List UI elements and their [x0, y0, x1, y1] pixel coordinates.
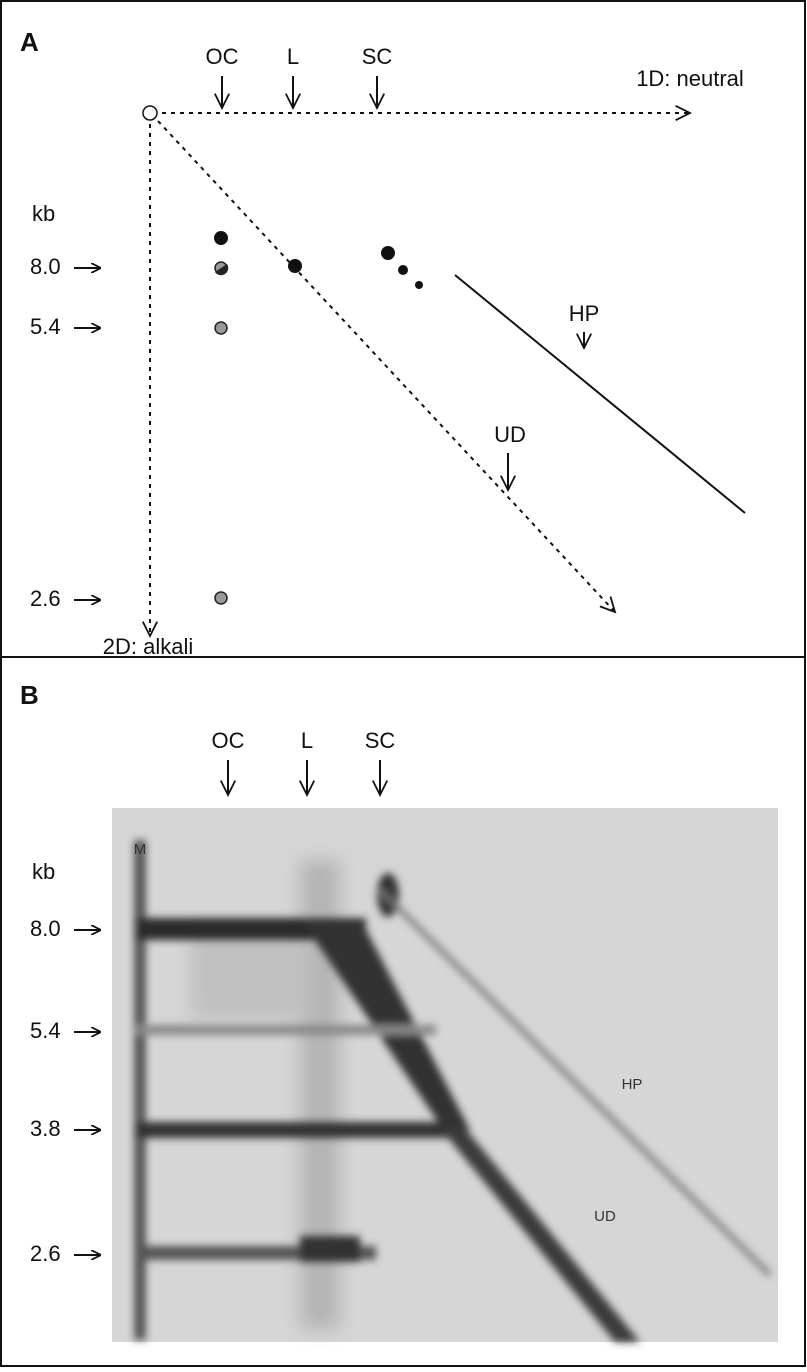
- hp-arc: [454, 274, 746, 514]
- form-label: OC: [212, 728, 245, 753]
- axis-label: 1D: neutral: [636, 66, 744, 91]
- form-label: L: [287, 44, 299, 69]
- form-label: L: [301, 728, 313, 753]
- lane-label: M: [134, 841, 147, 858]
- hp-label: HP: [622, 1076, 643, 1093]
- marker-label: 5.4: [30, 314, 61, 339]
- form-label: OC: [206, 44, 239, 69]
- marker-arrows: [74, 930, 100, 1255]
- form-arrows: [228, 760, 380, 795]
- panel-label: A: [20, 27, 39, 57]
- gel-image: M HP UD: [112, 808, 778, 1342]
- marker-label: 8.0: [30, 916, 61, 941]
- ud-label: UD: [494, 422, 526, 447]
- marker-label: 5.4: [30, 1018, 61, 1043]
- unit-label: kb: [32, 201, 55, 226]
- marker-label: 8.0: [30, 254, 61, 279]
- marker-label: 3.8: [30, 1116, 61, 1141]
- panel-b-border: [0, 656, 806, 1367]
- ud-label: UD: [594, 1208, 616, 1225]
- panel-a-border: [0, 0, 806, 658]
- marker-label: 2.6: [30, 1241, 61, 1266]
- form-arrows: [222, 76, 377, 108]
- form-label: SC: [362, 44, 393, 69]
- panel-label: B: [20, 680, 39, 710]
- unit-label: kb: [32, 859, 55, 884]
- hp-label: HP: [569, 301, 600, 326]
- marker-arrows: [74, 268, 100, 600]
- spots: [214, 231, 423, 605]
- origin-well: [142, 105, 158, 121]
- form-label: SC: [365, 728, 396, 753]
- marker-label: 2.6: [30, 586, 61, 611]
- axis-label: 2D: alkali: [103, 634, 193, 659]
- axes: [150, 113, 690, 636]
